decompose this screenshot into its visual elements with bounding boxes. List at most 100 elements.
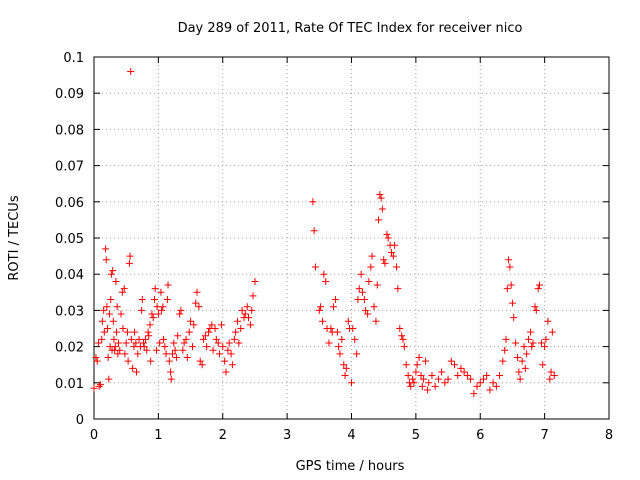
data-point-marker	[124, 357, 132, 365]
y-tick-label: 0.01	[55, 377, 84, 392]
data-point-marker	[161, 343, 169, 351]
x-tick-label: 5	[412, 428, 420, 443]
data-point-marker	[354, 296, 362, 304]
data-point-marker	[93, 357, 101, 365]
data-point-marker	[548, 328, 556, 336]
data-point-marker	[499, 357, 507, 365]
data-point-marker	[251, 277, 259, 285]
data-point-marker	[441, 379, 449, 387]
data-point-marker	[508, 299, 516, 307]
data-point-marker	[216, 350, 224, 358]
data-point-marker	[420, 375, 428, 383]
data-point-marker	[353, 350, 361, 358]
data-point-marker	[98, 335, 106, 343]
data-point-marker	[246, 321, 254, 329]
data-point-marker	[380, 256, 388, 264]
data-point-marker	[248, 306, 256, 314]
data-point-marker	[351, 335, 359, 343]
data-point-marker	[238, 306, 246, 314]
data-point-marker	[205, 328, 213, 336]
data-point-marker	[196, 357, 204, 365]
data-point-marker	[434, 375, 442, 383]
data-point-marker	[431, 382, 439, 390]
data-point-marker	[232, 328, 240, 336]
data-point-marker	[520, 343, 528, 351]
data-point-marker	[413, 361, 421, 369]
data-point-marker	[447, 357, 455, 365]
data-point-marker	[518, 357, 526, 365]
data-point-marker	[541, 343, 549, 351]
data-point-marker	[120, 285, 128, 293]
data-point-marker	[516, 375, 524, 383]
data-point-marker	[113, 328, 121, 336]
x-tick-label: 3	[283, 428, 291, 443]
data-point-marker	[503, 285, 511, 293]
data-point-marker	[222, 368, 230, 376]
data-point-marker	[125, 259, 133, 267]
data-point-marker	[546, 375, 554, 383]
data-point-marker	[476, 379, 484, 387]
data-point-marker	[514, 353, 522, 361]
data-point-marker	[142, 335, 149, 343]
data-point-marker	[198, 361, 206, 369]
data-point-marker	[376, 191, 384, 199]
data-point-marker	[325, 339, 333, 347]
data-point-marker	[428, 372, 436, 380]
data-point-marker	[335, 343, 343, 351]
x-tick-label: 7	[540, 428, 548, 443]
data-point-marker	[467, 375, 475, 383]
data-point-marker	[368, 252, 376, 260]
x-tick-label: 0	[90, 428, 98, 443]
data-point-marker	[409, 375, 417, 383]
data-point-marker	[90, 384, 98, 392]
data-point-marker	[315, 306, 323, 314]
data-point-marker	[367, 263, 375, 271]
data-point-marker	[425, 379, 433, 387]
data-point-marker	[454, 372, 462, 380]
data-point-marker	[177, 306, 185, 314]
y-tick-label: 0.09	[55, 87, 84, 102]
data-point-marker	[400, 343, 408, 351]
data-point-marker	[145, 332, 153, 340]
data-point-marker	[529, 339, 537, 347]
data-point-marker	[322, 277, 330, 285]
data-point-marker	[391, 241, 399, 249]
data-point-marker	[373, 281, 381, 289]
data-point-marker	[329, 303, 337, 311]
data-point-marker	[510, 314, 518, 322]
data-point-marker	[336, 350, 344, 358]
data-point-marker	[159, 303, 167, 311]
data-point-marker	[123, 328, 131, 336]
data-point-marker	[542, 335, 550, 343]
data-point-marker	[98, 317, 106, 325]
data-point-marker	[188, 343, 196, 351]
data-point-marker	[174, 332, 182, 340]
data-point-marker	[114, 339, 122, 347]
data-point-marker	[212, 335, 220, 343]
data-point-marker	[528, 343, 536, 351]
data-point-marker	[163, 296, 171, 304]
data-point-marker	[113, 303, 121, 311]
data-point-marker	[179, 346, 187, 354]
data-point-marker	[358, 288, 366, 296]
data-point-marker	[208, 321, 216, 329]
data-point-marker	[470, 390, 478, 398]
data-point-marker	[311, 263, 319, 271]
data-point-marker	[396, 325, 404, 332]
data-points	[90, 67, 558, 398]
data-point-marker	[135, 335, 143, 343]
data-point-marker	[521, 364, 529, 372]
data-point-marker	[154, 310, 162, 318]
data-point-marker	[143, 346, 151, 354]
data-point-marker	[355, 285, 363, 293]
data-point-marker	[327, 325, 335, 332]
data-point-marker	[364, 310, 372, 318]
data-point-marker	[164, 281, 172, 289]
x-tick-label: 6	[476, 428, 484, 443]
data-point-marker	[402, 361, 410, 369]
data-point-marker	[381, 259, 389, 267]
data-point-marker	[110, 335, 118, 343]
data-point-marker	[102, 256, 110, 264]
data-point-marker	[140, 343, 148, 351]
data-point-marker	[157, 288, 165, 296]
